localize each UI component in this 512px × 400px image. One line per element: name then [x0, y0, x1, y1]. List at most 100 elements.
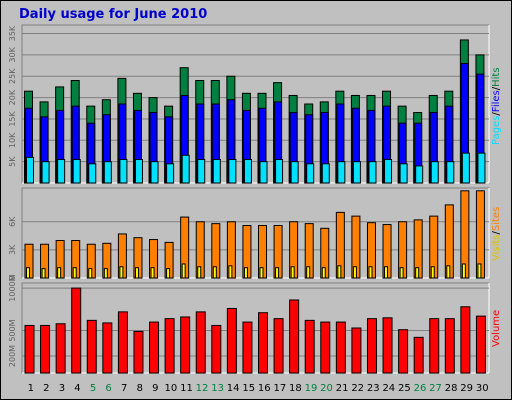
volume-bar-volume	[55, 323, 66, 374]
day-label: 30	[476, 383, 489, 394]
visits-bar-visits	[212, 266, 217, 279]
day-label: 2	[43, 383, 49, 394]
hits-bar-pages	[103, 161, 112, 184]
volume-bar-volume	[24, 324, 35, 374]
day-label: 18	[289, 383, 302, 394]
visits-bar-visits	[41, 268, 46, 279]
visits-label: Visits	[491, 234, 502, 261]
volume-tick-label: 500M	[8, 319, 17, 341]
hits-bar-pages	[352, 161, 361, 184]
hits-bar-pages	[119, 159, 128, 184]
volume-bar-volume	[398, 329, 409, 374]
visits-bar-visits	[446, 265, 451, 279]
visits-bar-visits	[399, 267, 404, 279]
day-label: 8	[137, 383, 143, 394]
hits-bar-pages	[166, 163, 175, 184]
visits-bar-visits	[384, 266, 389, 279]
visits-bar-visits	[228, 265, 233, 279]
volume-bar-volume	[102, 322, 113, 374]
day-label: 19	[305, 383, 318, 394]
visits-tick-label: 3K	[8, 244, 17, 255]
visits-bar-visits	[119, 266, 124, 279]
volume-label: Volume	[491, 309, 502, 348]
pages-label: Pages	[491, 115, 502, 145]
volume-bar-volume	[304, 319, 315, 374]
hits-bar-pages	[290, 161, 299, 184]
hits-tick-label: 35K	[8, 25, 17, 41]
volume-bar-volume	[460, 306, 471, 374]
visits-bar-visits	[290, 266, 295, 279]
volume-bar-volume	[226, 307, 237, 374]
hits-bar-pages	[337, 161, 346, 184]
hits-bar-pages	[384, 159, 393, 184]
day-label: 17	[273, 383, 286, 394]
volume-bar-volume	[133, 330, 144, 374]
hits-bar-pages	[306, 163, 315, 184]
visits-bar-visits	[72, 267, 77, 279]
hits-bar-pages	[134, 159, 143, 184]
label-sep-1: /	[491, 111, 502, 116]
volume-bar-volume	[366, 318, 377, 374]
hits-bar-pages	[150, 161, 159, 184]
day-label: 27	[429, 383, 442, 394]
volume-bar-volume	[413, 336, 424, 374]
hits-bar-pages	[477, 152, 486, 184]
day-label: 1	[28, 383, 34, 394]
day-label: 29	[460, 383, 473, 394]
hits-bar-pages	[212, 159, 221, 184]
day-label: 20	[320, 383, 333, 394]
files-label: Files	[491, 90, 502, 112]
visits-bar-visits	[368, 266, 373, 279]
day-label: 24	[382, 383, 395, 394]
volume-bar-volume	[258, 312, 268, 374]
volume-bar-volume	[335, 321, 346, 374]
volume-bar-volume	[444, 318, 455, 374]
hits-bar-pages	[259, 161, 268, 184]
visits-bar-visits	[352, 266, 357, 279]
hits-bar-pages	[368, 161, 377, 184]
day-label: 25	[398, 383, 411, 394]
hits-tick-label: 10K	[8, 132, 17, 148]
visits-bar-visits	[134, 267, 139, 279]
hits-bar-pages	[430, 161, 439, 184]
volume-bar-volume	[71, 287, 82, 374]
day-label: 21	[336, 383, 349, 394]
label-sep-2: /	[491, 86, 502, 91]
visits-bar-visits	[461, 263, 466, 279]
visits-bar-visits	[337, 265, 342, 279]
hits-bar-pages	[415, 165, 424, 184]
visits-bar-visits	[103, 268, 108, 279]
volume-bar-volume	[86, 319, 97, 374]
hits-tick-label: 15K	[8, 110, 17, 126]
day-label: 16	[258, 383, 271, 394]
visits-bar-visits	[181, 263, 186, 279]
hits-bar-pages	[72, 159, 81, 184]
volume-tick-label: 200M	[8, 345, 17, 367]
visits-bar-visits	[321, 267, 326, 279]
day-label: 26	[414, 383, 427, 394]
day-label: 12	[196, 383, 209, 394]
hits-bar-pages	[57, 159, 66, 184]
hits-bar-pages	[446, 161, 455, 184]
visits-tick-label: 6K	[8, 216, 17, 227]
day-label: 13	[211, 383, 224, 394]
hits-panel-label: Pages/Files/Hits	[491, 31, 507, 181]
visits-bar-visits	[150, 267, 155, 279]
hits-bar-pages	[399, 163, 408, 184]
volume-bar-volume	[382, 317, 393, 374]
volume-bar-volume	[351, 327, 362, 374]
visits-bar-visits	[243, 267, 248, 279]
volume-bar-volume	[195, 311, 206, 374]
volume-bar-volume	[164, 318, 175, 374]
volume-bar-volume	[320, 321, 331, 374]
visits-bar-visits	[415, 267, 420, 279]
hits-tick-label: 5K	[8, 156, 17, 167]
volume-bar-volume	[242, 321, 253, 374]
chart-title: Daily usage for June 2010	[19, 7, 208, 22]
day-label: 23	[367, 383, 380, 394]
volume-bar-volume	[40, 324, 51, 374]
hits-bar-pages	[461, 152, 470, 184]
day-label: 6	[105, 383, 111, 394]
visits-bar-visits	[57, 267, 62, 279]
